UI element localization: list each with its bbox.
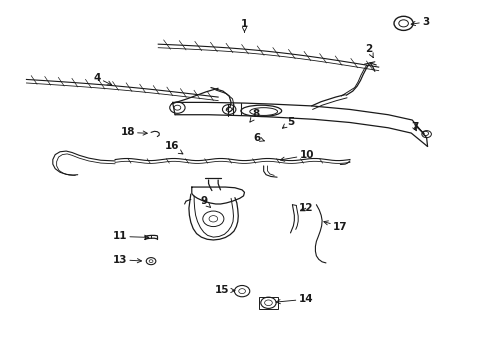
Text: 1: 1 [241,19,247,32]
Text: 8: 8 [249,109,260,122]
Text: 7: 7 [410,122,417,132]
Text: 9: 9 [200,196,210,207]
Text: 11: 11 [112,231,148,242]
Text: 13: 13 [112,255,141,265]
Text: 12: 12 [298,203,312,213]
Text: 4: 4 [93,73,111,85]
Text: 14: 14 [276,294,312,304]
Text: 2: 2 [365,45,372,58]
Text: 5: 5 [282,117,293,128]
Text: 10: 10 [280,150,313,161]
Text: 17: 17 [323,221,347,231]
Text: 6: 6 [253,133,264,143]
Text: 16: 16 [164,141,183,154]
Text: 18: 18 [120,127,147,138]
Text: 3: 3 [410,17,428,27]
Text: 15: 15 [215,285,235,295]
